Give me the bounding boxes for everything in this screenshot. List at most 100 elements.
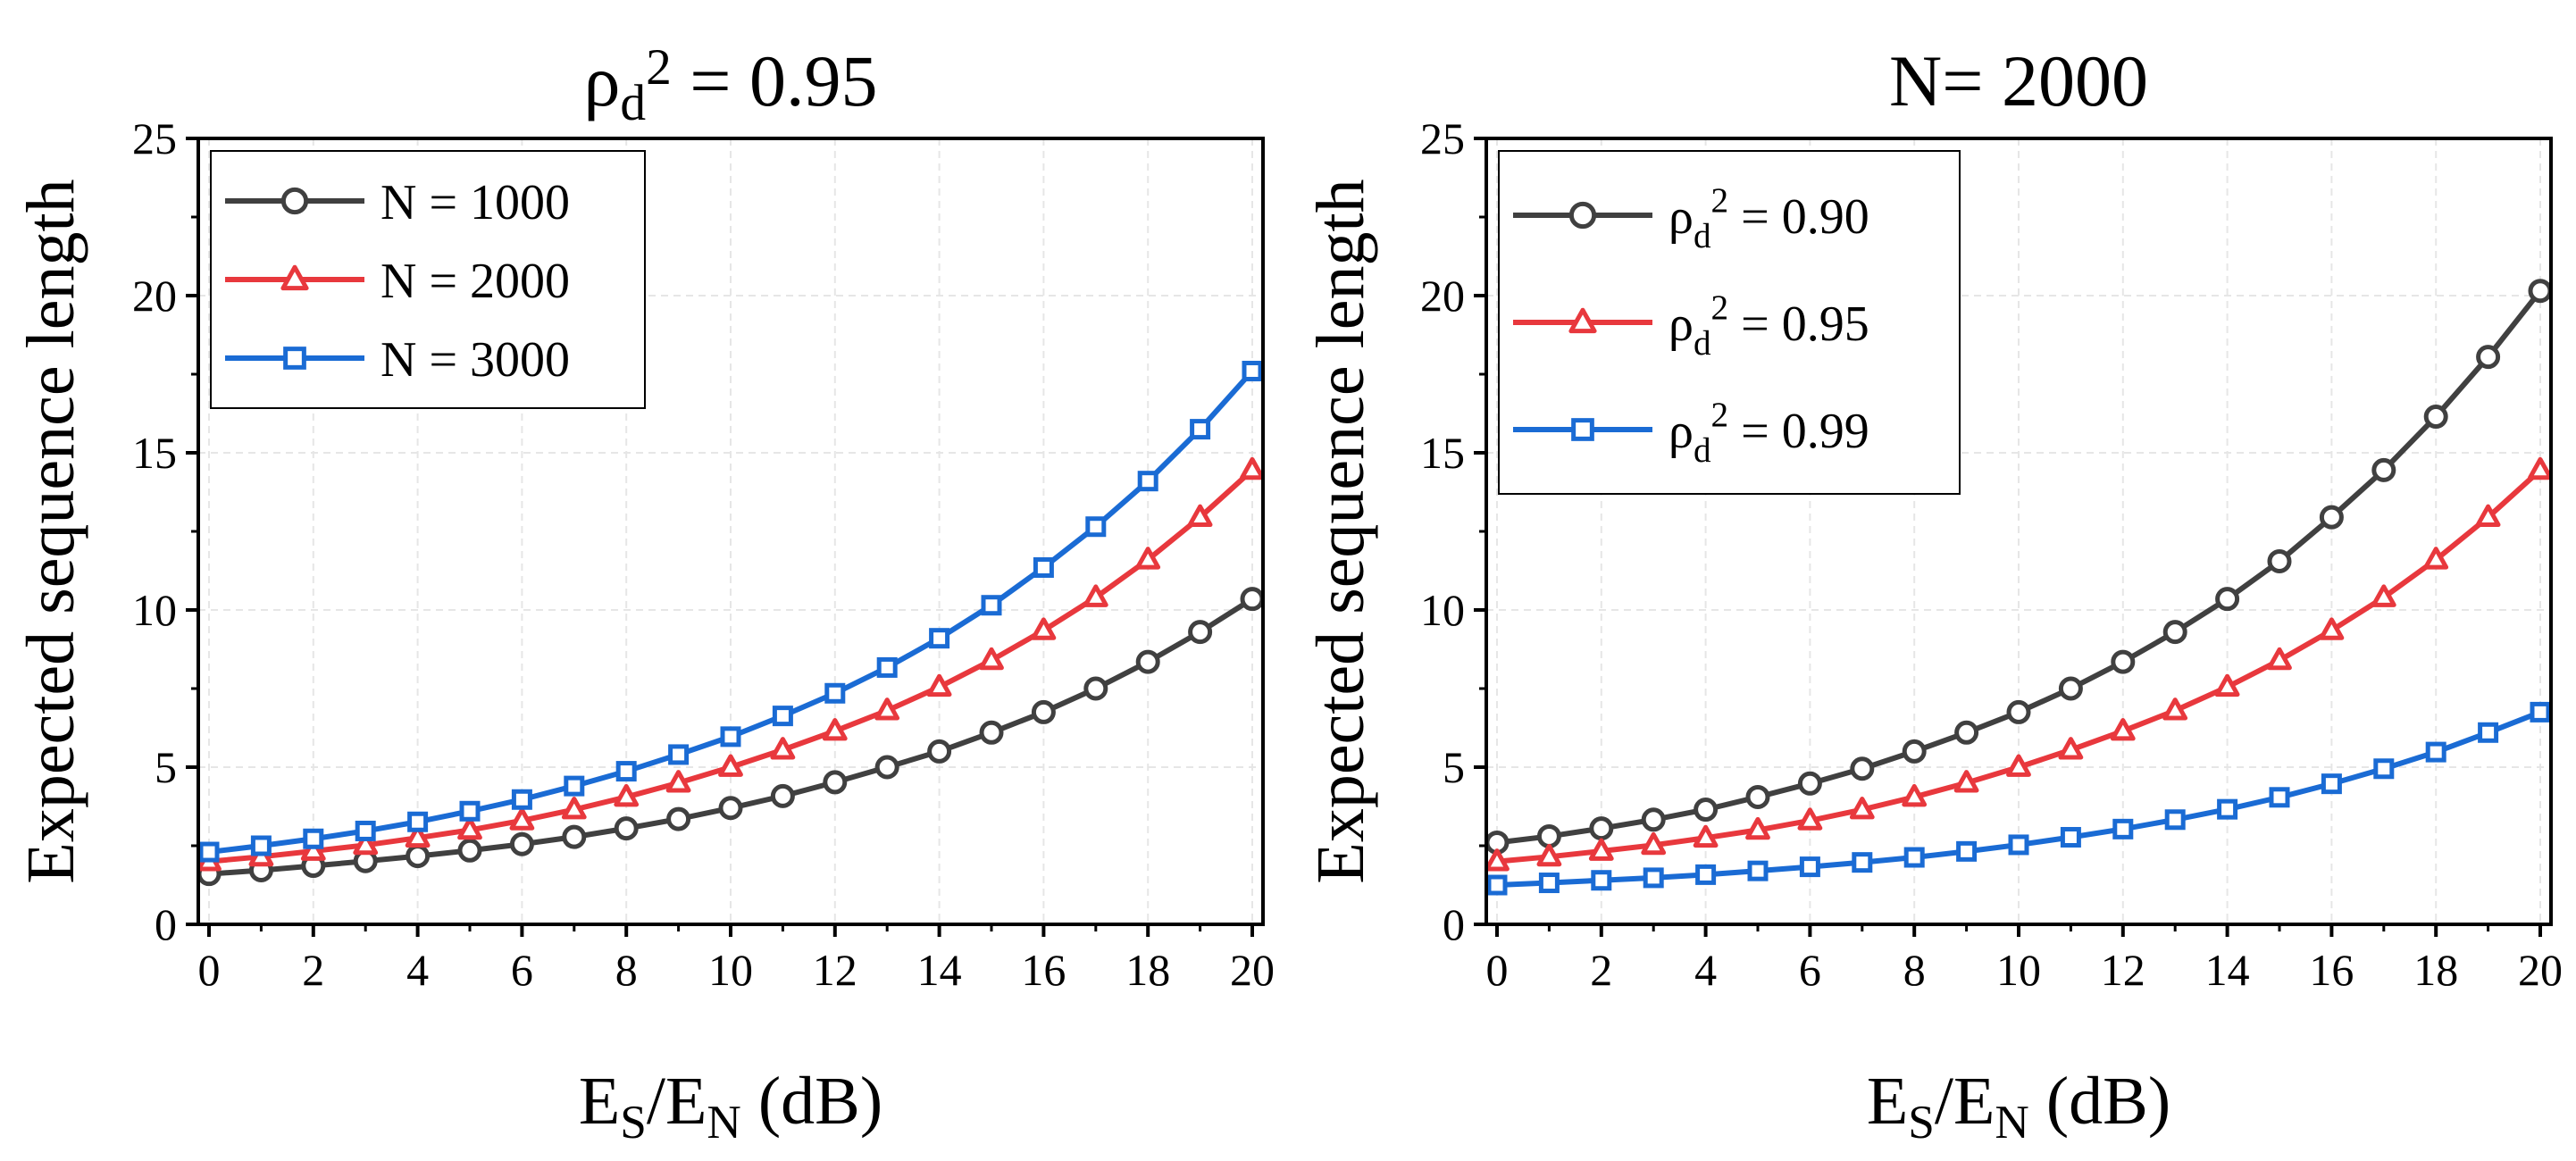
- y-tick-label: 25: [1420, 113, 1465, 163]
- data-point: [1747, 860, 1769, 881]
- data-point: [926, 673, 952, 697]
- data-point: [2110, 718, 2136, 741]
- x-tick-label: 6: [1799, 945, 1821, 995]
- x-tick-label: 16: [1021, 945, 1066, 995]
- x-tick-label: 0: [198, 945, 221, 995]
- legend-marker: [1568, 201, 1597, 230]
- x-tick-label: 12: [2101, 945, 2145, 995]
- data-point: [1745, 816, 1770, 840]
- data-point: [614, 816, 639, 841]
- data-point: [2060, 826, 2081, 848]
- data-point: [1085, 516, 1107, 538]
- panel-title: N= 2000: [1889, 40, 2148, 121]
- legend-label: ρd2 = 0.95: [1669, 288, 1869, 363]
- data-point: [2006, 699, 2031, 724]
- data-point: [1591, 870, 1612, 891]
- data-point: [2269, 787, 2290, 808]
- x-tick-label: 8: [1903, 945, 1926, 995]
- data-point: [1240, 587, 1265, 612]
- legend-label: N = 1000: [381, 175, 570, 230]
- x-tick-label: 4: [406, 945, 429, 995]
- data-point: [1797, 807, 1823, 831]
- data-point: [300, 838, 326, 861]
- x-tick-label: 18: [2413, 945, 2458, 995]
- legend-marker: [280, 187, 309, 215]
- panel-title-sup: 2: [646, 39, 672, 96]
- data-point: [2162, 620, 2187, 645]
- y-axis-title: Expected sequence length: [13, 179, 88, 883]
- data-point: [2162, 697, 2188, 721]
- y-tick-label: 20: [132, 271, 177, 321]
- legend-label: N = 2000: [381, 254, 570, 309]
- data-point: [2321, 773, 2342, 795]
- legend-label-base: ρ: [1669, 189, 1694, 245]
- data-point: [770, 737, 796, 760]
- data-point: [615, 761, 637, 782]
- data-point: [1083, 584, 1108, 607]
- data-point: [2319, 505, 2344, 530]
- y-tick-label: 0: [1443, 899, 1465, 949]
- x-axis-title-a: E: [1867, 1064, 1908, 1139]
- data-point: [1240, 456, 1265, 480]
- x-tick-label: 14: [917, 945, 962, 995]
- x-tick-label: 8: [615, 945, 638, 995]
- data-point: [1852, 852, 1873, 873]
- data-point: [1902, 739, 1927, 764]
- data-point: [2164, 809, 2186, 831]
- data-point: [2528, 279, 2553, 304]
- x-tick-label: 20: [1230, 945, 1275, 995]
- x-tick-label: 0: [1486, 945, 1509, 995]
- data-point: [1954, 720, 1979, 745]
- data-point: [1694, 798, 1719, 823]
- y-tick-label: 15: [1420, 428, 1465, 478]
- data-point: [1485, 848, 1510, 872]
- legend-marker: [1571, 418, 1594, 441]
- data-point: [2371, 457, 2396, 482]
- data-point: [1643, 867, 1664, 889]
- x-tick-label: 10: [1996, 945, 2041, 995]
- data-point: [2478, 722, 2499, 743]
- data-point: [2267, 647, 2292, 671]
- data-point: [2111, 649, 2136, 674]
- data-point: [457, 816, 482, 840]
- data-point: [2476, 345, 2501, 370]
- data-point: [1031, 617, 1057, 640]
- data-point: [874, 755, 899, 780]
- data-point: [562, 824, 587, 849]
- data-point: [1902, 783, 1928, 807]
- x-tick-label: 14: [2205, 945, 2250, 995]
- data-point: [1486, 874, 1508, 896]
- legend: N = 1000 N = 2000 N = 3000: [210, 150, 646, 409]
- data-point: [1033, 556, 1054, 578]
- data-point: [876, 656, 898, 678]
- data-point: [2475, 504, 2501, 528]
- series-line-3: [1496, 709, 2542, 888]
- data-point: [355, 820, 376, 841]
- data-point: [1589, 816, 1614, 841]
- x-axis-title-b-sub: N: [707, 1096, 740, 1148]
- data-point: [822, 718, 848, 741]
- legend-label-sup: 2: [1711, 396, 1729, 434]
- data-point: [1695, 864, 1717, 885]
- data-point: [1641, 807, 1666, 832]
- data-point: [1135, 649, 1160, 674]
- panel-title: ρd2 = 0.95: [583, 39, 877, 131]
- data-point: [198, 841, 220, 863]
- data-point: [509, 831, 534, 856]
- legend-label: ρd2 = 0.90: [1669, 181, 1869, 255]
- data-point: [1588, 838, 1614, 861]
- data-point: [770, 783, 795, 808]
- data-point: [303, 828, 324, 849]
- data-point: [250, 835, 272, 856]
- data-point: [2371, 584, 2396, 607]
- legend-label-sup: 2: [1711, 181, 1729, 220]
- x-axis-title-a-sub: S: [620, 1096, 647, 1148]
- data-point: [824, 682, 846, 704]
- legend-label-sub: d: [1694, 217, 1711, 255]
- x-axis-title-a: E: [579, 1064, 620, 1139]
- y-axis-title: Expected sequence length: [1303, 179, 1378, 883]
- data-point: [2528, 456, 2553, 480]
- data-point: [1538, 873, 1560, 894]
